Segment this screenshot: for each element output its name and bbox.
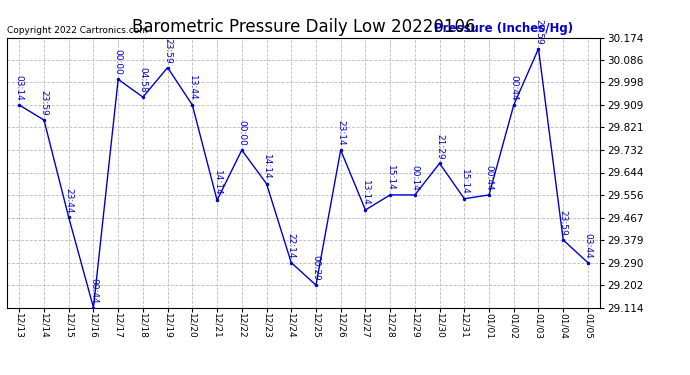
Text: 22:14: 22:14 <box>287 233 296 258</box>
Title: Barometric Pressure Daily Low 20220106: Barometric Pressure Daily Low 20220106 <box>132 18 475 36</box>
Text: 23:59: 23:59 <box>534 19 543 45</box>
Text: 23:44: 23:44 <box>64 188 73 213</box>
Text: 00:00: 00:00 <box>237 120 246 146</box>
Text: 23:14: 23:14 <box>336 120 345 146</box>
Text: 14:14: 14:14 <box>262 154 271 180</box>
Text: 23:59: 23:59 <box>39 90 48 116</box>
Text: 21:29: 21:29 <box>435 134 444 159</box>
Text: 13:14: 13:14 <box>361 180 370 206</box>
Text: 04:58: 04:58 <box>139 67 148 93</box>
Text: 15:14: 15:14 <box>460 169 469 195</box>
Text: 00:14: 00:14 <box>411 165 420 191</box>
Text: 14:14: 14:14 <box>213 171 221 196</box>
Text: 03:14: 03:14 <box>14 75 23 101</box>
Text: Copyright 2022 Cartronics.com: Copyright 2022 Cartronics.com <box>7 26 148 35</box>
Text: 23:59: 23:59 <box>163 38 172 63</box>
Text: 00:44: 00:44 <box>484 165 493 191</box>
Text: 15:14: 15:14 <box>386 165 395 191</box>
Text: 13:44: 13:44 <box>188 75 197 101</box>
Text: 00:00: 00:00 <box>114 49 123 75</box>
Text: 00:44: 00:44 <box>89 278 98 303</box>
Text: 00:29: 00:29 <box>311 255 320 281</box>
Text: 00:44: 00:44 <box>509 75 518 101</box>
Text: Pressure (Inches/Hg): Pressure (Inches/Hg) <box>434 22 573 35</box>
Text: 03:44: 03:44 <box>584 233 593 258</box>
Text: 23:59: 23:59 <box>559 210 568 236</box>
